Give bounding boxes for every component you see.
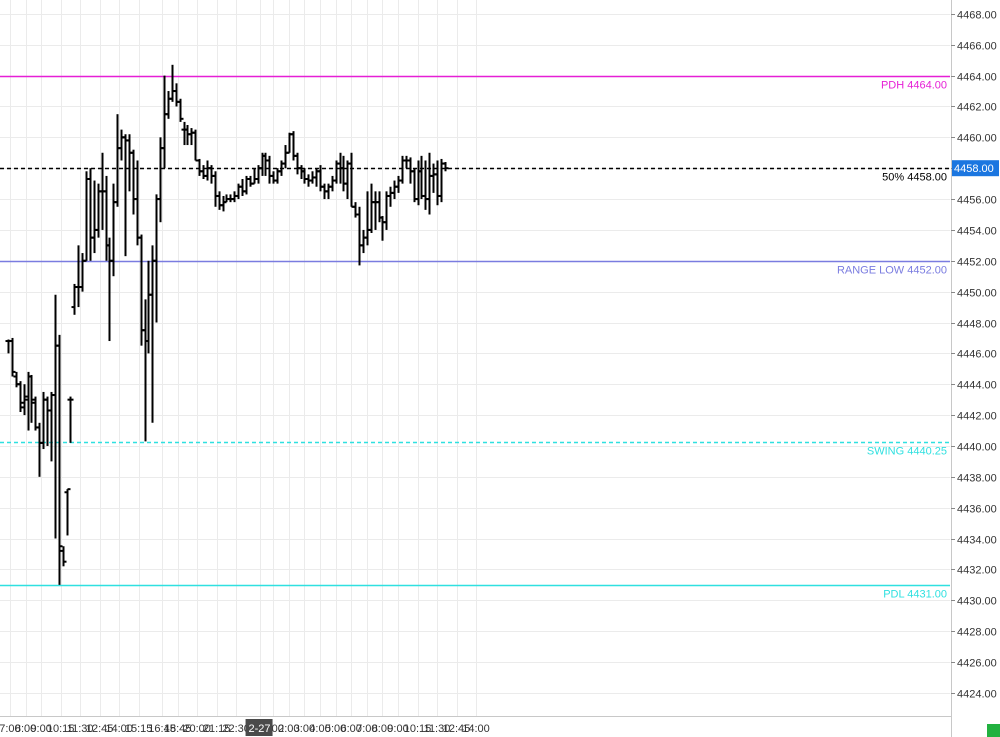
- price-tick-label: 4448.00: [957, 319, 997, 331]
- ohlc-bars: [5, 64, 449, 585]
- level-label: SWING 4440.25: [867, 446, 947, 458]
- price-tick-label: 4424.00: [957, 689, 997, 701]
- price-tick-label: 4454.00: [957, 226, 997, 238]
- level-label: PDL 4431.00: [883, 589, 947, 601]
- time-tick-label: 2:00: [278, 723, 299, 735]
- time-tick-label: 11:30: [424, 723, 451, 735]
- price-tick-label: 4436.00: [957, 504, 997, 516]
- time-tick-label: 4:00: [309, 723, 330, 735]
- time-tick-label: 3:00: [294, 723, 315, 735]
- time-tick-label: 10:15: [47, 723, 75, 735]
- ohlc-bar: [28, 374, 35, 423]
- ohlc-bar: [21, 384, 28, 416]
- price-tick-label: 4430.00: [957, 596, 997, 608]
- level-label: PDH 4464.00: [881, 80, 947, 92]
- price-tick-label: 4446.00: [957, 349, 997, 361]
- price-tick-label: 4460.00: [957, 133, 997, 145]
- price-axis-background: [951, 0, 1000, 737]
- time-tick-label: 10:15: [404, 723, 432, 735]
- time-axis[interactable]: 7:008:009:0010:1511:3012:4514:0015:1516:…: [0, 716, 951, 737]
- time-tick-label: 8:00: [372, 723, 393, 735]
- gridlines: [0, 0, 950, 716]
- time-tick-label: 6:00: [340, 723, 361, 735]
- level-label: RANGE LOW 4452.00: [837, 265, 947, 277]
- time-tick-label: 16:45: [148, 723, 176, 735]
- current-price-label: 4458.00: [954, 163, 994, 175]
- price-tick-label: 4464.00: [957, 72, 997, 84]
- time-tick-label: 11:30: [67, 723, 94, 735]
- time-tick-label: 22:30: [222, 723, 250, 735]
- time-tick-label: 9:00: [387, 723, 408, 735]
- level-lines: PDH 4464.00 50% 4458.00 RANGE LOW 4452.00 S…: [0, 75, 950, 601]
- current-price-badge: [952, 160, 999, 177]
- price-axis[interactable]: 4424.00 4426.00 4428.00 4430.00 4432.00 4434.…: [951, 0, 1000, 737]
- price-tick-label: 4432.00: [957, 565, 997, 577]
- time-tick-label: 20:00: [183, 723, 211, 735]
- time-tick-label: 14:00: [462, 723, 490, 735]
- price-tick-label: 4462.00: [957, 102, 997, 114]
- time-tick-label: 8:00: [15, 723, 36, 735]
- price-tick-label: 4468.00: [957, 10, 997, 22]
- price-tick-label: 4438.00: [957, 473, 997, 485]
- time-tick-label: 12:45: [86, 723, 114, 735]
- time-tick-label: 9:00: [30, 723, 51, 735]
- session-break-badge: [245, 719, 273, 736]
- price-tick-label: 4442.00: [957, 411, 997, 423]
- time-tick-label: 21:15: [203, 723, 231, 735]
- ohlc-bar: [67, 396, 74, 443]
- price-tick-label: 4434.00: [957, 535, 997, 547]
- corner-indicator[interactable]: [987, 724, 1000, 737]
- price-tick-label: 4444.00: [957, 380, 997, 392]
- ohlc-bar: [17, 381, 24, 413]
- ohlc-bar: [60, 546, 67, 567]
- session-break-label: 2-27: [249, 723, 271, 735]
- price-tick-label: 4440.00: [957, 442, 997, 454]
- price-tick-label: 4452.00: [957, 257, 997, 269]
- price-tick-label: 4466.00: [957, 41, 997, 53]
- level-label: 50% 4458.00: [882, 172, 947, 184]
- time-tick-label: 5:00: [325, 723, 346, 735]
- ohlc-bar: [442, 162, 449, 172]
- time-tick-label: 14:00: [105, 723, 133, 735]
- ohlc-bar: [9, 337, 16, 377]
- ohlc-bar: [64, 488, 71, 536]
- price-tick-label: 4456.00: [957, 195, 997, 207]
- ohlc-bar: [56, 334, 63, 585]
- time-tick-label: 15:15: [125, 723, 153, 735]
- time-tick-label: 7:00: [0, 723, 21, 735]
- price-tick-label: 4450.00: [957, 288, 997, 300]
- time-tick-label: 18:45: [164, 723, 192, 735]
- price-tick-label: 4426.00: [957, 658, 997, 670]
- price-tick-label: 4428.00: [957, 627, 997, 639]
- ohlc-bar: [177, 98, 184, 122]
- time-axis-background: [0, 716, 951, 737]
- time-tick-label: 7:00: [356, 723, 377, 735]
- time-tick-label: 12:45: [443, 723, 471, 735]
